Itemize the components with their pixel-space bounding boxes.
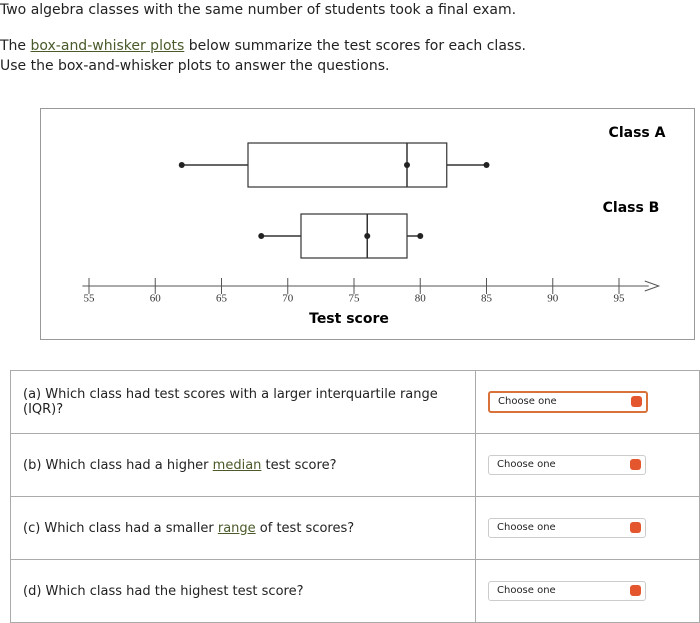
dropdown-text: Choose one — [497, 585, 556, 596]
max-point — [417, 233, 424, 239]
x-axis-label: Test score — [309, 311, 389, 327]
dropdown-arrow — [630, 522, 641, 533]
box — [300, 213, 408, 259]
dropdown[interactable]: Choose one — [488, 455, 646, 475]
x-tick-label: 75 — [349, 293, 361, 305]
min-point — [258, 233, 265, 239]
answer-cell: Choose one — [475, 433, 700, 497]
dropdown[interactable]: Choose one — [488, 581, 646, 601]
question-row: (a) Which class had test scores with a l… — [10, 370, 700, 434]
answer-cell: Choose one — [475, 559, 700, 623]
question-text: (a) Which class had test scores with a l… — [23, 387, 438, 417]
term-link[interactable]: median — [212, 457, 262, 473]
dropdown-text: Choose one — [497, 522, 556, 533]
legend-label: Class B — [603, 200, 660, 216]
question-row: (c) Which class had a smaller range of t… — [10, 496, 700, 560]
min-point — [178, 162, 185, 168]
dropdown-arrow — [630, 585, 641, 596]
dropdown-arrow — [630, 459, 641, 470]
question-cell: (c) Which class had a smaller range of t… — [10, 496, 476, 560]
question-cell: (a) Which class had test scores with a l… — [10, 370, 476, 434]
term-link[interactable]: range — [217, 520, 256, 536]
dropdown-text: Choose one — [498, 396, 557, 407]
x-tick-label: 95 — [614, 293, 626, 305]
answer-cell: Choose one — [475, 496, 700, 560]
question-cell: (d) Which class had the highest test sco… — [10, 559, 476, 623]
x-tick-label: 85 — [481, 293, 493, 305]
box — [247, 142, 448, 188]
text: below summarize the test scores for each… — [184, 38, 526, 54]
median-point — [364, 233, 371, 239]
question-text: (b) Which class had a higher — [23, 457, 213, 473]
answer-cell: Choose one — [475, 370, 700, 434]
question-text: (c) Which class had a smaller — [23, 520, 218, 536]
question-text: of test scores? — [255, 520, 355, 536]
question-cell: (b) Which class had a higher median test… — [10, 433, 476, 497]
question-text: test score? — [261, 457, 337, 473]
question-row: (b) Which class had a higher median test… — [10, 433, 700, 497]
x-tick-label: 65 — [216, 293, 228, 305]
link[interactable]: box-and-whisker plots — [30, 38, 185, 54]
instruction: The box-and-whisker plots below summariz… — [0, 38, 526, 54]
x-tick-label: 80 — [415, 293, 427, 305]
instruction: Use the box-and-whisker plots to answer … — [0, 58, 390, 74]
box-plot: 55 60 65 70 75 80 85 90 95 Test score Class A Class… — [40, 108, 695, 340]
dropdown[interactable]: Choose one — [488, 391, 648, 413]
x-tick-label: 60 — [150, 293, 162, 305]
axis-arrow — [644, 280, 661, 292]
question-row: (d) Which class had the highest test sco… — [10, 559, 700, 623]
legend-label: Class A — [609, 125, 666, 141]
question-table: (a) Which class had test scores with a l… — [10, 370, 700, 623]
x-tick-label: 70 — [282, 293, 294, 305]
dropdown[interactable]: Choose one — [488, 518, 646, 538]
intro-text: Two algebra classes with the same number… — [0, 2, 517, 18]
dropdown-text: Choose one — [497, 459, 556, 470]
text: The — [0, 38, 31, 54]
question-text: (d) Which class had the highest test sco… — [23, 583, 304, 599]
max-point — [483, 162, 490, 168]
median-point — [404, 162, 410, 168]
x-tick-label: 90 — [547, 293, 559, 305]
x-tick-label: 55 — [84, 293, 96, 305]
dropdown-arrow — [631, 396, 642, 407]
